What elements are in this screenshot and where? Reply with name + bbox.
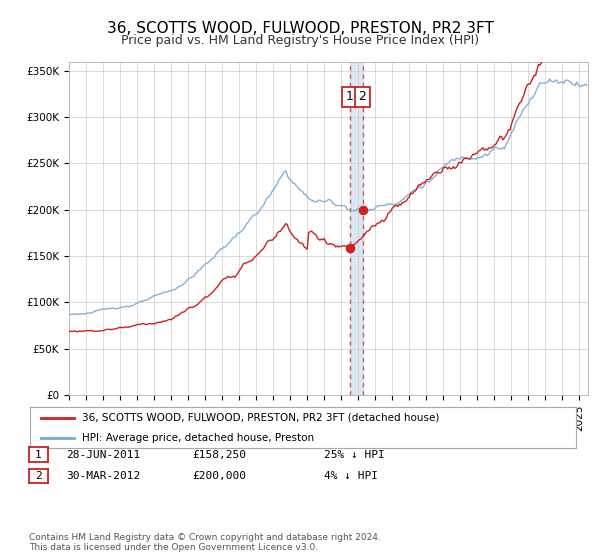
Text: Contains HM Land Registry data © Crown copyright and database right 2024.
This d: Contains HM Land Registry data © Crown c… — [29, 533, 380, 552]
Text: 36, SCOTTS WOOD, FULWOOD, PRESTON, PR2 3FT (detached house): 36, SCOTTS WOOD, FULWOOD, PRESTON, PR2 3… — [82, 413, 439, 423]
Text: £200,000: £200,000 — [192, 471, 246, 481]
Point — [345, 244, 355, 253]
Text: 1: 1 — [35, 450, 42, 460]
Text: 1: 1 — [346, 90, 353, 103]
Point — [358, 205, 367, 214]
Text: HPI: Average price, detached house, Preston: HPI: Average price, detached house, Pres… — [82, 433, 314, 443]
Bar — [350, 62, 362, 395]
Text: 28-JUN-2011: 28-JUN-2011 — [66, 450, 140, 460]
Text: 25% ↓ HPI: 25% ↓ HPI — [324, 450, 385, 460]
Text: £158,250: £158,250 — [192, 450, 246, 460]
Text: 36, SCOTTS WOOD, FULWOOD, PRESTON, PR2 3FT: 36, SCOTTS WOOD, FULWOOD, PRESTON, PR2 3… — [107, 21, 493, 36]
Text: 2: 2 — [359, 90, 367, 103]
Text: 30-MAR-2012: 30-MAR-2012 — [66, 471, 140, 481]
Text: 4% ↓ HPI: 4% ↓ HPI — [324, 471, 378, 481]
Text: Price paid vs. HM Land Registry's House Price Index (HPI): Price paid vs. HM Land Registry's House … — [121, 34, 479, 46]
Text: 2: 2 — [35, 471, 42, 481]
